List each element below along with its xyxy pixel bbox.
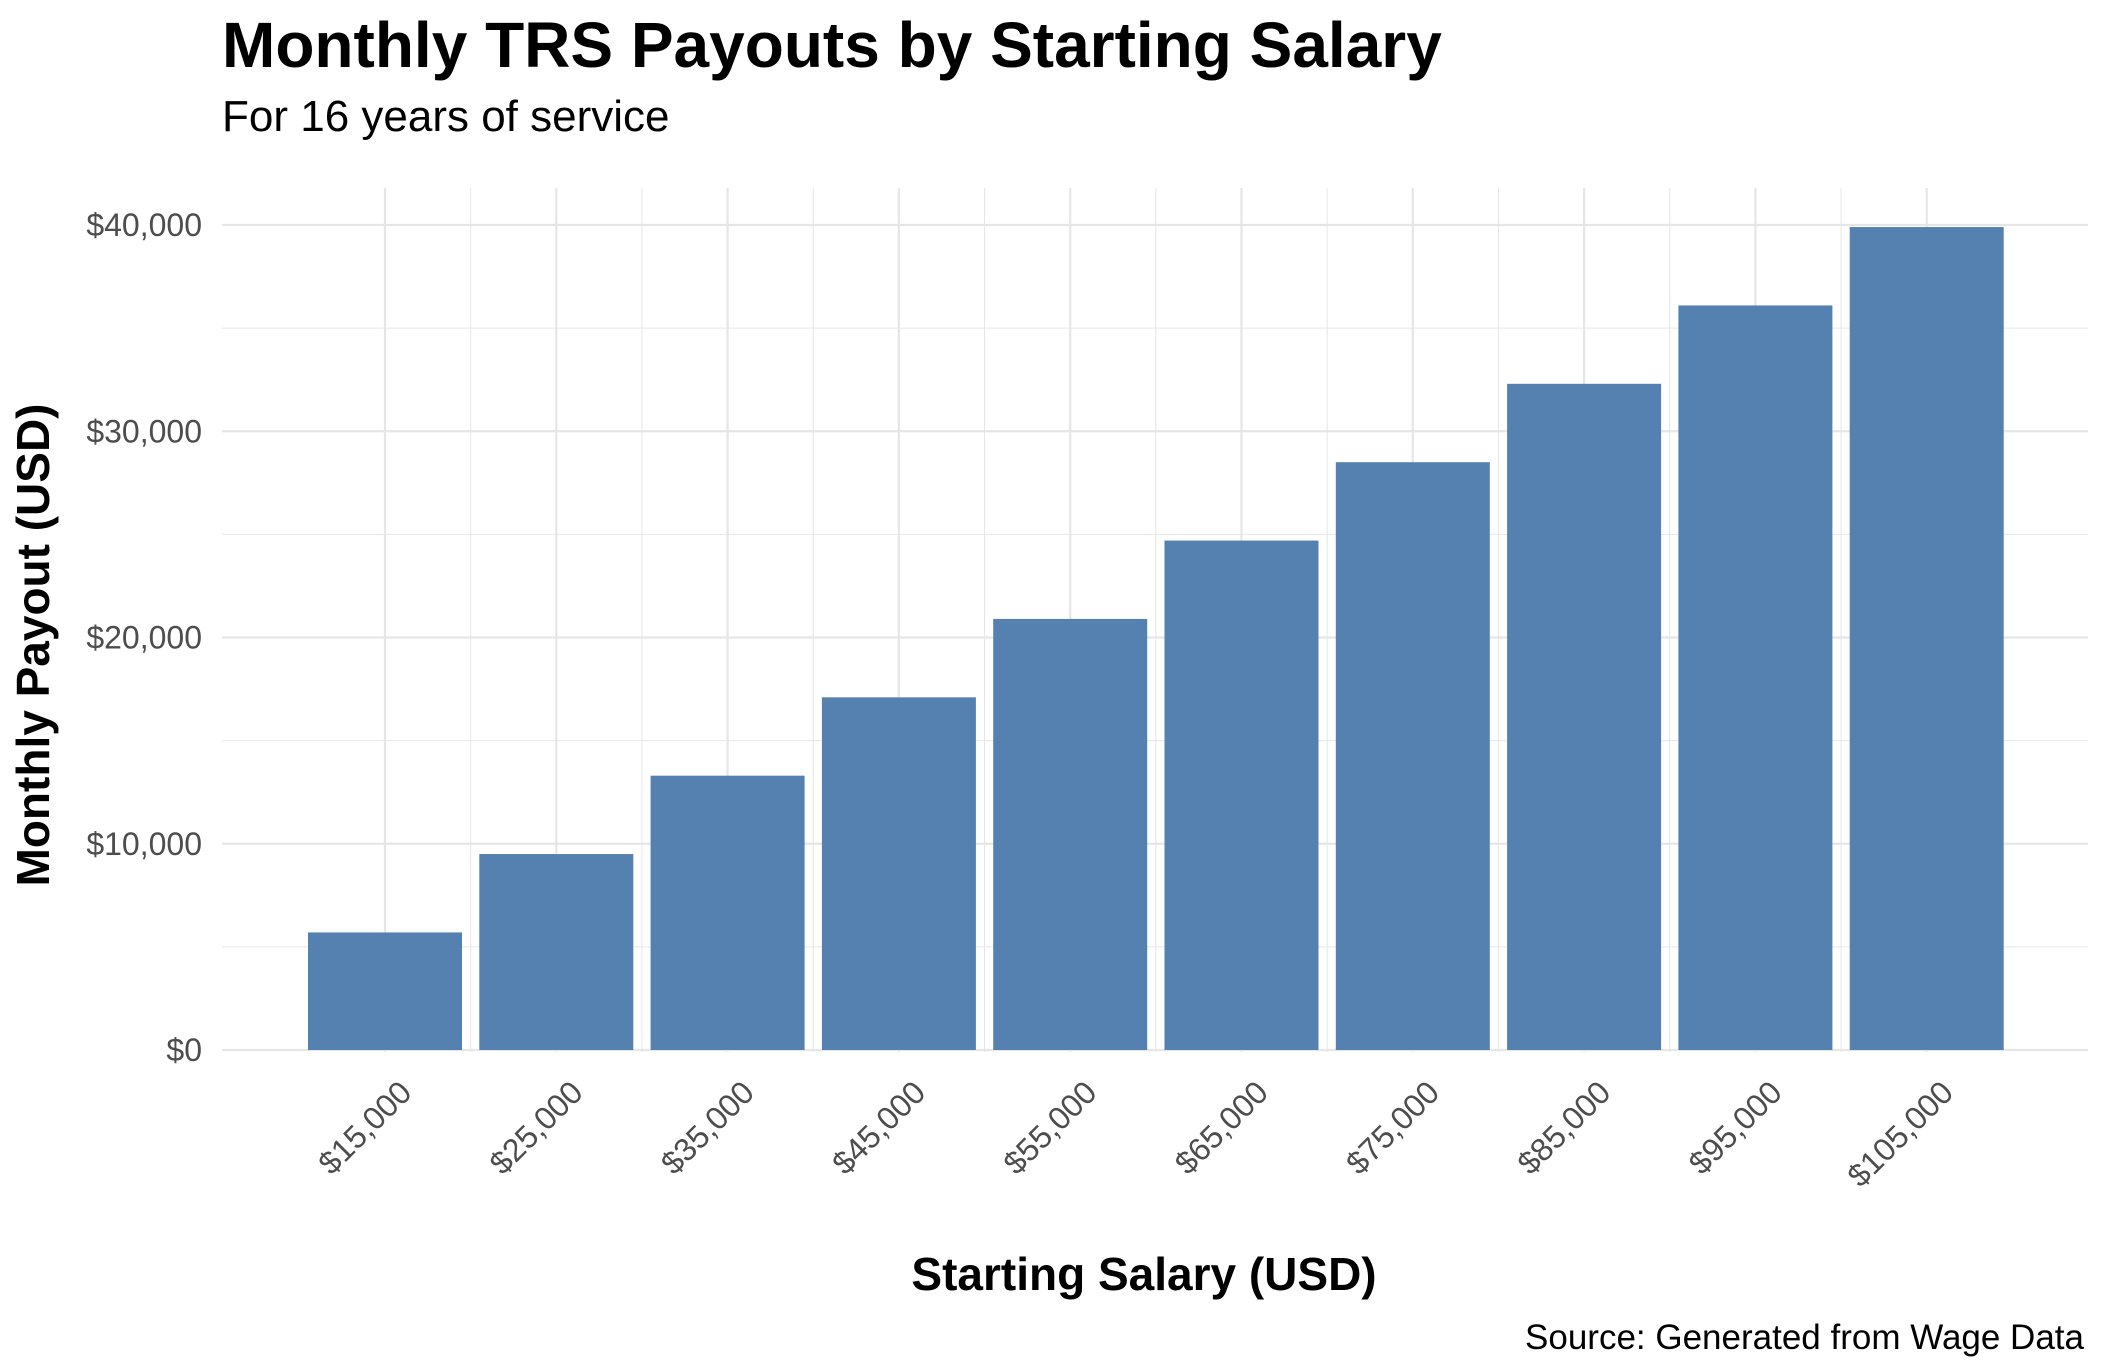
y-axis-ticks: $0 $10,000 $20,000 $30,000 $40,000 (86, 207, 202, 1068)
bar (1849, 227, 2004, 1050)
x-tick-label: $25,000 (482, 1074, 589, 1181)
y-tick-label: $0 (166, 1032, 202, 1068)
x-tick-label: $45,000 (825, 1074, 932, 1181)
x-tick-label: $105,000 (1840, 1074, 1960, 1194)
y-axis-title: Monthly Payout (USD) (7, 404, 59, 887)
chart-caption: Source: Generated from Wage Data (1525, 1318, 2084, 1357)
bar (993, 618, 1148, 1050)
y-tick-label: $30,000 (86, 413, 202, 449)
chart-title: Monthly TRS Payouts by Starting Salary (222, 9, 1442, 81)
bar (308, 932, 462, 1050)
bar (1507, 383, 1662, 1050)
bars (308, 227, 2004, 1050)
x-axis-ticks: $15,000 $25,000 $35,000 $45,000 $55,000 $65,0… (311, 1074, 1960, 1194)
bar (1678, 305, 1833, 1050)
x-axis-title: Starting Salary (USD) (911, 1248, 1376, 1300)
y-tick-label: $20,000 (86, 620, 202, 656)
x-tick-label: $85,000 (1510, 1074, 1617, 1181)
x-tick-label: $35,000 (654, 1074, 761, 1181)
x-tick-label: $65,000 (1168, 1074, 1275, 1181)
bar (479, 854, 634, 1050)
bar (1164, 540, 1319, 1050)
x-tick-label: $55,000 (996, 1074, 1103, 1181)
x-tick-label: $75,000 (1339, 1074, 1446, 1181)
x-tick-label: $15,000 (311, 1074, 418, 1181)
chart-subtitle: For 16 years of service (222, 92, 670, 141)
x-tick-label: $95,000 (1682, 1074, 1789, 1181)
y-tick-label: $10,000 (86, 826, 202, 862)
bar (821, 697, 976, 1050)
y-tick-label: $40,000 (86, 207, 202, 243)
bar (1335, 462, 1490, 1050)
bar (650, 775, 805, 1050)
